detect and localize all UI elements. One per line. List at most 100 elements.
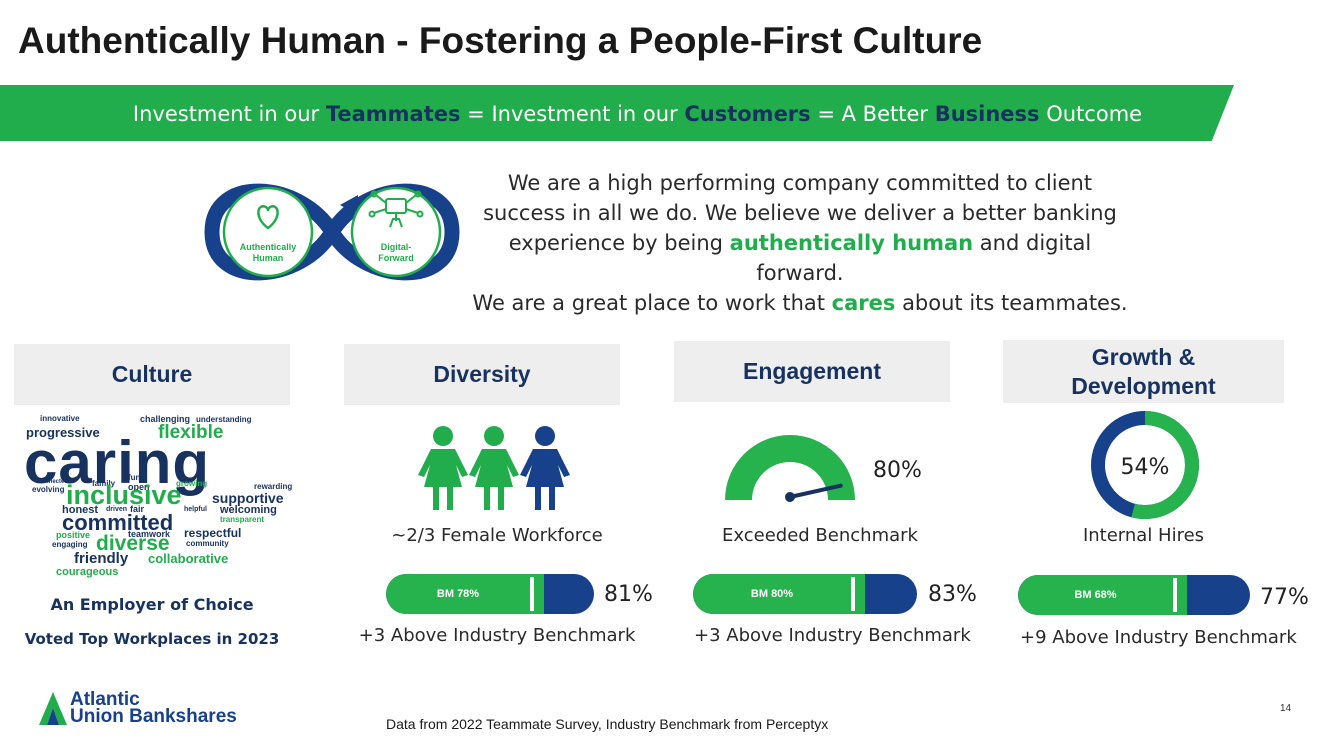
culture-heading: Culture <box>14 344 290 405</box>
logo-text-line: Union Bankshares <box>70 706 237 727</box>
word-cloud-word: family <box>92 479 116 488</box>
statement-text: and digital forward. <box>756 231 1092 285</box>
word-cloud-word: positive <box>56 530 91 540</box>
word-cloud-word: respectful <box>184 526 242 540</box>
engagement-heading: Engagement <box>674 341 950 402</box>
gauge-value: 80% <box>873 458 922 483</box>
benchmark-fill <box>1018 575 1187 615</box>
infinity-loop-graphic: Authentically Human Digital-Forward <box>204 183 460 281</box>
statement-highlight: authentically human <box>729 231 974 255</box>
word-cloud-word: engaging <box>52 540 88 549</box>
word-cloud-word: flexible <box>158 422 224 443</box>
word-cloud-word: helpful <box>184 506 207 513</box>
banner-highlight-teammates: Teammates <box>325 102 461 126</box>
banner-highlight-customers: Customers <box>684 102 811 126</box>
engagement-caption: Exceeded Benchmark <box>722 525 918 546</box>
workforce-figures <box>418 426 570 510</box>
word-cloud-word: rewarding <box>254 482 293 491</box>
statement-line: experience by being authentically human … <box>470 228 1130 288</box>
engagement-heading-text: Engagement <box>742 358 882 384</box>
benchmark-fill <box>693 574 865 614</box>
statement-line: We are a great place to work that cares … <box>470 288 1130 318</box>
banner-background <box>0 85 1234 141</box>
word-cloud-word: open <box>128 482 150 492</box>
statement-line: We are a high performing company committ… <box>507 171 1093 195</box>
word-cloud-word: evolving <box>32 485 65 494</box>
diversity-heading-text: Diversity <box>433 361 531 387</box>
banner-text-part: Investment in our <box>132 102 326 126</box>
word-cloud-word: transparent <box>220 515 265 524</box>
page-title: Authentically Human - Fostering a People… <box>18 20 983 61</box>
banner-text-part: Outcome <box>1039 102 1143 126</box>
data-source-note: Data from 2022 Teammate Survey, Industry… <box>386 716 829 732</box>
word-cloud-word: committed <box>62 510 174 535</box>
top-workplaces-award: Voted Top Workplaces in 2023 <box>24 630 280 648</box>
word-cloud-word: innovative <box>40 414 80 423</box>
engagement-gauge <box>725 435 855 502</box>
culture-word-cloud: innovative challenging understanding pro… <box>24 412 304 582</box>
benchmark-label: BM 78% <box>436 588 480 600</box>
internal-hires-donut <box>1091 411 1199 519</box>
statement-highlight: cares <box>831 291 896 315</box>
female-figure-icon <box>418 426 468 510</box>
right-loop-label: Digital-Forward <box>378 242 414 263</box>
word-cloud-word: understanding <box>196 415 252 424</box>
growth-delta: +9 Above Industry Benchmark <box>1020 627 1297 648</box>
statement-line: success in all we do. We believe we deli… <box>483 201 1117 225</box>
banner-text-part: = Investment in our <box>460 102 685 126</box>
word-cloud-word: supportive <box>212 490 284 506</box>
diversity-score: 81% <box>604 582 653 607</box>
benchmark-fill <box>386 574 544 614</box>
engagement-benchmark-bar: BM 80% <box>693 574 917 614</box>
donut-value-arc <box>1091 411 1199 519</box>
growth-heading-line: Growth & <box>1091 343 1196 370</box>
word-cloud-word: friendly <box>74 550 129 567</box>
donut-value: 54% <box>1120 455 1170 480</box>
diversity-benchmark-bar: BM 78% <box>386 574 594 614</box>
benchmark-marker <box>530 577 534 611</box>
page-number: 14 <box>1280 703 1292 714</box>
word-cloud-word: challenging <box>140 414 191 424</box>
growth-score: 77% <box>1260 585 1309 610</box>
word-cloud-word: community <box>186 539 229 548</box>
female-figure-icon <box>520 426 570 510</box>
mission-statement: We are a high performing company committ… <box>470 168 1130 318</box>
word-cloud-word: fun <box>128 473 141 482</box>
statement-text: about its teammates. <box>895 291 1128 315</box>
growth-heading-line: Development <box>1071 372 1216 399</box>
word-cloud-word: collaborative <box>148 551 229 566</box>
diversity-caption: ~2/3 Female Workforce <box>391 525 603 546</box>
word-cloud-word: diverse <box>96 532 170 555</box>
word-cloud-word: connected <box>38 479 69 485</box>
statement-text: We are a great place to work that <box>472 291 832 315</box>
heart-icon <box>257 205 279 230</box>
engagement-delta: +3 Above Industry Benchmark <box>694 625 971 646</box>
culture-heading-text: Culture <box>111 361 193 387</box>
digital-hand-icon <box>368 190 424 228</box>
word-cloud-word: progressive <box>26 425 100 440</box>
word-cloud-word: courageous <box>56 566 119 578</box>
growth-caption: Internal Hires <box>1082 525 1205 546</box>
gauge-needle <box>785 483 843 502</box>
company-logo: Atlantic Union Bankshares <box>38 690 237 726</box>
word-cloud-word: fair <box>130 504 145 514</box>
logo-text-line: Atlantic <box>70 689 140 710</box>
engagement-score: 83% <box>928 582 977 607</box>
employer-of-choice: An Employer of Choice <box>50 595 254 614</box>
word-cloud-word: caring <box>24 429 211 496</box>
word-cloud-word: teamwork <box>128 529 171 539</box>
gauge-arc <box>725 435 855 500</box>
word-cloud-word: honest <box>62 504 99 516</box>
word-cloud-word: inclusive <box>66 480 182 510</box>
banner-text-part: = A Better <box>810 102 935 126</box>
statement-text: experience by being <box>508 231 730 255</box>
logo-mark-icon <box>39 692 67 725</box>
benchmark-label: BM 80% <box>750 588 794 600</box>
word-cloud-word: driven <box>106 506 128 513</box>
diversity-delta: +3 Above Industry Benchmark <box>358 625 636 646</box>
word-cloud-word: welcoming <box>220 504 277 516</box>
growth-benchmark-bar: BM 68% <box>1018 575 1250 615</box>
benchmark-marker <box>1173 578 1177 612</box>
banner-tagline: Investment in our Teammates = Investment… <box>0 85 1275 141</box>
diversity-heading: Diversity <box>344 344 620 405</box>
